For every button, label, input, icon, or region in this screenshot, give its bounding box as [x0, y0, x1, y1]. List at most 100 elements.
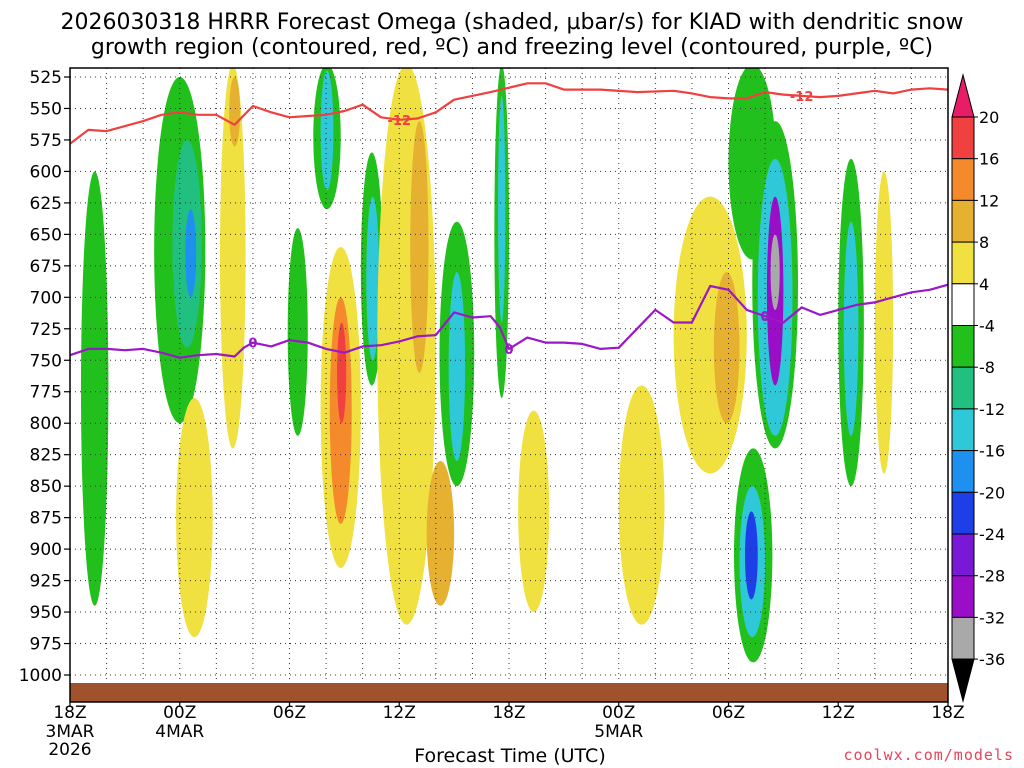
omega-region-25 — [713, 272, 740, 424]
omega-region-14 — [366, 196, 380, 361]
colorbar-label-2: 12 — [979, 191, 999, 210]
ytick-label-900: 900 — [30, 540, 62, 560]
dgz-contour-label-1: -12 — [790, 90, 814, 105]
omega-region-4 — [176, 398, 213, 638]
omega-region-36 — [874, 171, 894, 474]
colorbar-label-4: 4 — [979, 275, 989, 294]
ytick-label-625: 625 — [30, 194, 62, 214]
xtick-year-0: 2026 — [48, 740, 91, 760]
terrain-strip — [70, 683, 948, 702]
colorbar-swatch-1 — [951, 158, 975, 201]
ytick-label-850: 850 — [30, 477, 62, 497]
ytick-label-725: 725 — [30, 320, 62, 340]
xtick-date-30: 5MAR — [594, 722, 643, 742]
y-axis-ticks: 525 550 575 600 625 650 675 700 725 750 775 800 825 8… — [19, 68, 70, 686]
xtick-label-36: 06Z — [712, 703, 745, 723]
colorbar-swatch-9 — [951, 491, 975, 535]
freezing-level-contour-label-1: 0 — [504, 343, 513, 358]
colorbar: 20 16 12 8 4 -4 -8 -12 -16 -20 -24 -28 -32 -36 — [951, 73, 1005, 704]
x-axis-label: Forecast Time (UTC) — [414, 745, 605, 767]
ytick-label-525: 525 — [30, 68, 62, 88]
colorbar-label-1: 16 — [979, 150, 999, 169]
terrain-fill — [70, 683, 948, 702]
xtick-label-0: 18Z — [53, 703, 86, 723]
xtick-label-12: 06Z — [273, 703, 306, 723]
dgz-contour — [70, 82, 948, 145]
colorbar-swatch-4 — [951, 283, 975, 326]
omega-region-0 — [80, 171, 109, 606]
credit-text: coolwx.com/models — [843, 746, 1014, 764]
colorbar-swatch-2 — [951, 199, 975, 243]
ytick-label-925: 925 — [30, 572, 62, 592]
freezing-level-contour-label-2: 0 — [761, 310, 770, 325]
omega-region-23 — [618, 385, 665, 625]
ytick-label-675: 675 — [30, 257, 62, 277]
ytick-label-700: 700 — [30, 288, 62, 308]
colorbar-swatch-6 — [951, 366, 975, 410]
xtick-label-42: 12Z — [822, 703, 855, 723]
colorbar-swatch-12 — [951, 616, 975, 660]
omega-shading — [80, 68, 894, 663]
omega-region-35 — [843, 221, 859, 436]
ytick-label-575: 575 — [30, 131, 62, 151]
colorbar-label-10: -24 — [979, 525, 1005, 544]
freezing-level-contour-label-0: 0 — [248, 337, 257, 352]
omega-region-12 — [337, 322, 347, 424]
omega-region-7 — [287, 228, 308, 436]
omega-region-16 — [410, 121, 429, 373]
colorbar-label-7: -12 — [979, 400, 1005, 419]
xtick-label-48: 18Z — [931, 703, 964, 723]
ytick-label-975: 975 — [30, 635, 62, 655]
ytick-label-600: 600 — [30, 162, 62, 182]
colorbar-label-6: -8 — [979, 358, 995, 377]
colorbar-swatch-8 — [951, 450, 975, 493]
freezing-level-contour — [70, 283, 948, 359]
omega-region-22 — [518, 410, 550, 613]
ytick-label-800: 800 — [30, 414, 62, 434]
omega-region-17 — [426, 460, 455, 606]
colorbar-label-13: -36 — [979, 650, 1005, 669]
omega-region-19 — [448, 272, 466, 461]
colorbar-swatch-10 — [951, 533, 975, 577]
colorbar-label-12: -32 — [979, 608, 1005, 627]
xtick-label-24: 18Z — [492, 703, 525, 723]
title-line-1: 2026030318 HRRR Forecast Omega (shaded, … — [60, 10, 963, 35]
title-line-2: growth region (contoured, red, ºC) and f… — [91, 35, 933, 60]
ytick-label-1000: 1000 — [19, 666, 62, 686]
omega-region-9 — [320, 70, 334, 191]
colorbar-label-8: -16 — [979, 442, 1005, 461]
colorbar-swatch-5 — [951, 325, 975, 368]
ytick-label-950: 950 — [30, 603, 62, 623]
dgz-contour-label-0: -12 — [388, 114, 412, 129]
colorbar-top-arrow — [951, 73, 975, 118]
contour-lines: -12 -12 0 0 0 — [70, 82, 948, 359]
colorbar-swatch-7 — [951, 408, 975, 452]
ytick-label-750: 750 — [30, 351, 62, 371]
colorbar-label-0: 20 — [979, 108, 999, 127]
omega-region-30 — [770, 234, 780, 310]
colorbar-label-3: 8 — [979, 233, 989, 252]
omega-region-3 — [185, 209, 197, 298]
omega-region-6 — [229, 77, 241, 147]
ytick-label-650: 650 — [30, 225, 62, 245]
colorbar-swatch-0 — [951, 116, 975, 160]
xtick-date-6: 4MAR — [155, 722, 204, 742]
ytick-label-775: 775 — [30, 383, 62, 403]
omega-region-21 — [498, 95, 506, 323]
xtick-date-0: 3MAR — [46, 722, 95, 742]
colorbar-label-11: -28 — [979, 567, 1005, 586]
ytick-label-550: 550 — [30, 99, 62, 119]
colorbar-bottom-arrow — [951, 658, 975, 704]
xtick-label-30: 00Z — [602, 703, 635, 723]
colorbar-swatch-3 — [951, 241, 975, 285]
ytick-label-875: 875 — [30, 509, 62, 529]
xtick-label-6: 00Z — [163, 703, 196, 723]
colorbar-label-5: -4 — [979, 317, 995, 336]
omega-region-33 — [744, 511, 758, 600]
colorbar-label-9: -20 — [979, 483, 1005, 502]
xtick-label-18: 12Z — [383, 703, 416, 723]
colorbar-swatch-11 — [951, 575, 975, 618]
